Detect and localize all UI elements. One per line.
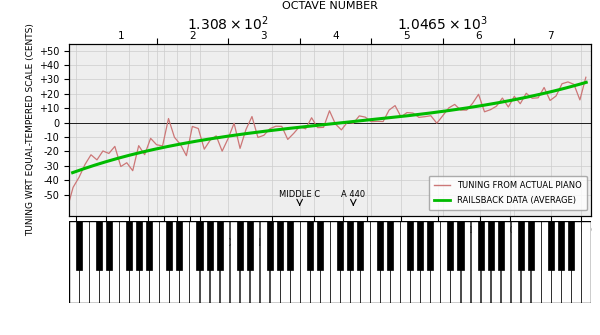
Bar <box>478 221 484 270</box>
Bar <box>350 221 360 303</box>
Bar <box>390 221 400 303</box>
Bar <box>129 221 139 303</box>
Bar <box>267 221 273 270</box>
Bar <box>387 221 393 270</box>
Bar <box>581 221 590 303</box>
Bar <box>491 221 500 303</box>
Bar <box>528 221 534 270</box>
Bar <box>69 221 79 303</box>
Bar <box>169 221 179 303</box>
Bar <box>89 221 99 303</box>
Legend: TUNING FROM ACTUAL PIANO, RAILSBACK DATA (AVERAGE): TUNING FROM ACTUAL PIANO, RAILSBACK DATA… <box>429 176 587 210</box>
Bar <box>340 221 350 303</box>
Bar <box>277 221 283 270</box>
Bar <box>377 221 383 270</box>
Bar <box>149 221 159 303</box>
Bar <box>407 221 413 270</box>
Y-axis label: TUNING WRT EQUAL-TEMPERED SCALE (CENTS): TUNING WRT EQUAL-TEMPERED SCALE (CENTS) <box>26 23 35 236</box>
Bar <box>548 221 554 270</box>
Bar <box>146 221 152 270</box>
Bar <box>511 221 520 303</box>
Bar <box>239 221 250 303</box>
Bar <box>488 221 494 270</box>
Bar <box>337 221 343 270</box>
Bar <box>290 221 299 303</box>
Bar <box>568 221 574 270</box>
Bar <box>160 221 169 303</box>
Bar <box>199 221 209 303</box>
Bar <box>500 221 511 303</box>
Bar <box>79 221 89 303</box>
Bar <box>440 221 450 303</box>
Bar <box>418 221 424 270</box>
Bar <box>196 221 203 270</box>
Bar <box>96 221 102 270</box>
Text: A 440: A 440 <box>341 190 365 199</box>
Bar <box>320 221 329 303</box>
Bar <box>109 221 119 303</box>
Bar <box>76 221 82 270</box>
Bar <box>307 221 313 270</box>
Bar <box>521 221 530 303</box>
Bar <box>209 221 219 303</box>
Bar <box>310 221 320 303</box>
Bar <box>247 221 253 270</box>
Bar <box>430 221 440 303</box>
Bar <box>380 221 390 303</box>
Bar <box>531 221 541 303</box>
Bar <box>230 221 239 303</box>
Bar <box>481 221 490 303</box>
Bar <box>136 221 142 270</box>
Bar <box>370 221 380 303</box>
Bar <box>461 221 470 303</box>
Bar <box>427 221 433 270</box>
Bar <box>541 221 551 303</box>
Bar <box>451 221 460 303</box>
Bar <box>250 221 259 303</box>
Bar <box>260 221 269 303</box>
Bar <box>497 221 503 270</box>
Bar <box>571 221 581 303</box>
Bar <box>551 221 560 303</box>
Bar <box>561 221 571 303</box>
Bar <box>287 221 293 270</box>
X-axis label: FUNDAMENTAL FREQUENCY (CYCLES PER SECOND): FUNDAMENTAL FREQUENCY (CYCLES PER SECOND… <box>205 238 455 248</box>
Bar <box>220 221 229 303</box>
Bar <box>357 221 363 270</box>
Bar <box>119 221 129 303</box>
X-axis label: OCTAVE NUMBER: OCTAVE NUMBER <box>282 1 378 11</box>
Bar <box>317 221 323 270</box>
Bar <box>206 221 212 270</box>
Bar <box>400 221 410 303</box>
Bar <box>470 221 480 303</box>
Bar <box>518 221 524 270</box>
Bar <box>300 221 310 303</box>
Bar <box>270 221 280 303</box>
Bar <box>280 221 290 303</box>
Text: MIDDLE C: MIDDLE C <box>279 190 320 199</box>
Bar <box>448 221 454 270</box>
Bar <box>139 221 149 303</box>
Bar <box>330 221 340 303</box>
Bar <box>176 221 182 270</box>
Bar <box>126 221 132 270</box>
Bar <box>166 221 172 270</box>
Bar <box>190 221 199 303</box>
Bar <box>457 221 464 270</box>
Bar <box>347 221 353 270</box>
Bar <box>558 221 564 270</box>
Bar <box>99 221 109 303</box>
Bar <box>217 221 223 270</box>
Bar <box>421 221 430 303</box>
Bar <box>360 221 370 303</box>
Bar <box>106 221 112 270</box>
Bar <box>410 221 420 303</box>
Bar <box>236 221 242 270</box>
Bar <box>179 221 189 303</box>
